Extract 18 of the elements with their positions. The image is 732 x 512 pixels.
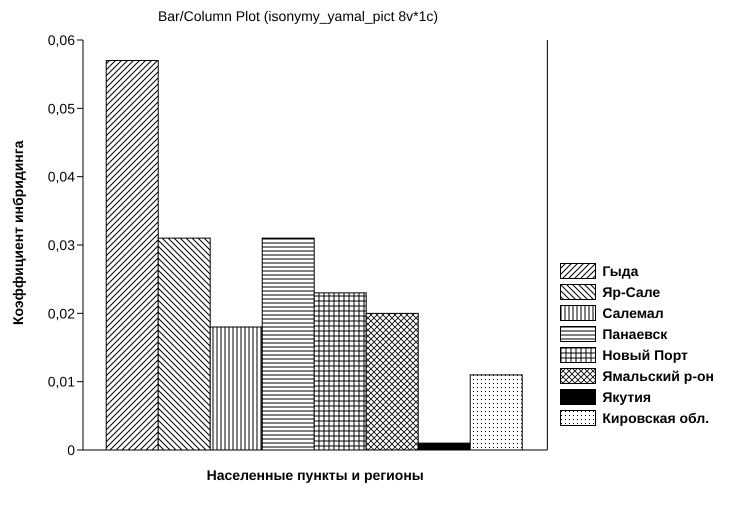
legend-label: Ямальский р-он bbox=[602, 368, 714, 384]
legend-label: Кировская обл. bbox=[602, 410, 710, 426]
y-tick-label: 0,02 bbox=[48, 305, 76, 322]
legend-label: Гыда bbox=[602, 262, 638, 278]
y-tick-label: 0,05 bbox=[48, 100, 76, 116]
y-tick-label: 0,01 bbox=[48, 374, 76, 390]
chart-title: Bar/Column Plot (isonymy_yamal_pict 8v*1c) bbox=[156, 8, 440, 26]
x-axis-title: Населенные пункты и регионы bbox=[206, 467, 424, 483]
legend-label: Яр-Сале bbox=[602, 284, 660, 300]
y-axis-title: Коэффициент инбридинга bbox=[10, 140, 26, 325]
legend-label: Якутия bbox=[602, 388, 652, 404]
y-tick-label: 0 bbox=[67, 442, 76, 458]
legend-label: Салемал bbox=[602, 304, 664, 320]
y-tick-label: 0,04 bbox=[48, 168, 76, 185]
legend-label: Панаевск bbox=[602, 326, 668, 342]
legend-label: Новый Порт bbox=[602, 346, 688, 362]
y-tick-label: 0,06 bbox=[48, 32, 76, 48]
y-tick-label: 0,03 bbox=[48, 236, 76, 253]
